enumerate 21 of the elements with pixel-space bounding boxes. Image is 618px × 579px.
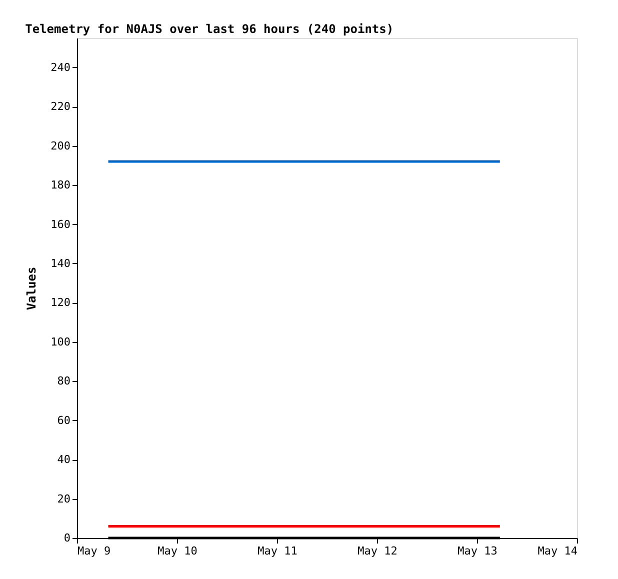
y-axis-title: Values: [24, 266, 39, 310]
y-tick-label: 240: [50, 60, 70, 74]
y-tick-label: 120: [50, 296, 70, 310]
x-tick-label: May 12: [358, 544, 398, 558]
y-tick-label: 60: [57, 414, 70, 427]
y-tick-label: 200: [50, 139, 70, 152]
y-tick-label: 80: [57, 374, 70, 388]
y-tick-label: 100: [50, 335, 70, 348]
x-tick-label: May 13: [458, 544, 498, 558]
x-tick-label: May 9: [78, 544, 111, 558]
x-tick-label: May 14: [538, 544, 578, 558]
x-tick-label: May 10: [158, 544, 198, 558]
y-tick-label: 40: [57, 453, 70, 466]
y-tick-label: 20: [57, 492, 70, 506]
y-tick-label: 160: [50, 218, 70, 231]
y-tick-label: 0: [64, 532, 70, 544]
chart-title: Telemetry for N0AJS over last 96 hours (240 points): [25, 22, 394, 36]
y-tick-label: 220: [50, 100, 70, 114]
y-tick-label: 180: [50, 178, 70, 192]
x-tick-label: May 11: [258, 544, 298, 558]
y-tick-label: 140: [50, 256, 70, 270]
